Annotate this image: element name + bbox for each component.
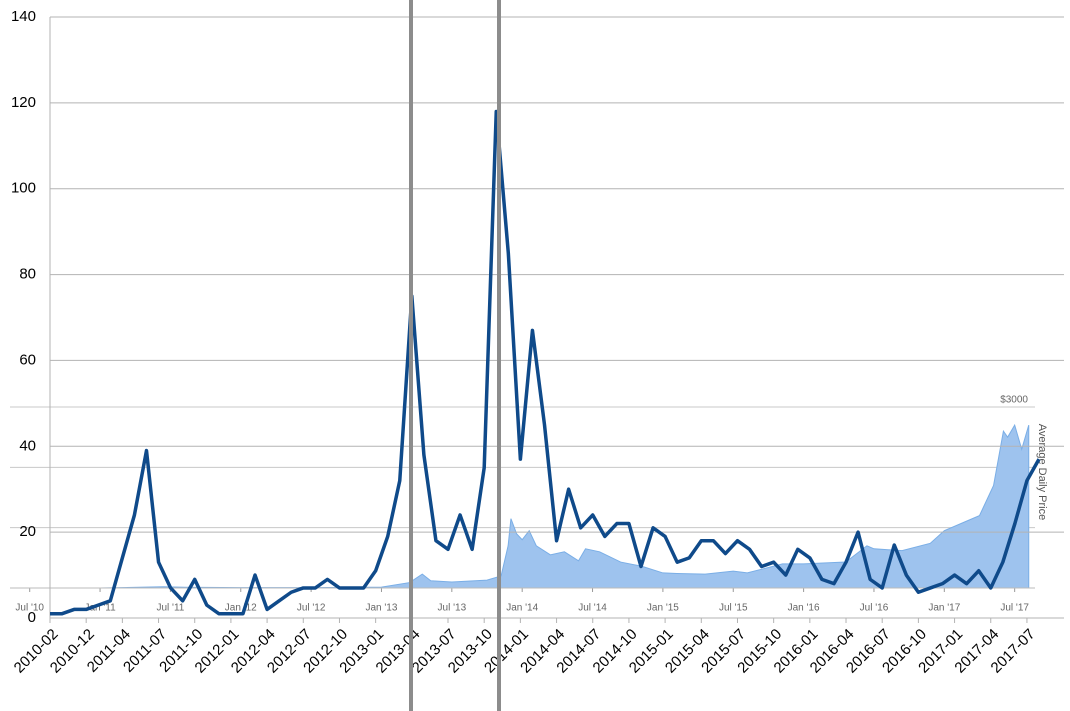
y-tick-label: 40 <box>19 437 36 454</box>
y-tick-label: 20 <box>19 523 36 540</box>
x2-tick-label: Jul '11 <box>156 603 184 614</box>
price-area <box>29 423 1030 589</box>
x2-tick-label: Jan '16 <box>788 603 820 614</box>
y-tick-label: 100 <box>11 180 36 197</box>
series-line <box>50 109 1041 616</box>
x2-tick-label: Jul '15 <box>719 603 748 614</box>
y-tick-label: 60 <box>19 351 36 368</box>
x2-tick-label: Jul '12 <box>297 603 326 614</box>
x2-tick-label: Jul '10 <box>15 603 44 614</box>
x2-tick-label: Jan '11 <box>84 603 116 614</box>
x2-tick-label: Jul '13 <box>438 603 467 614</box>
y2-tick-label: $3000 <box>1000 395 1028 406</box>
y-tick-label: 140 <box>11 8 36 25</box>
x2-tick-label: Jul '14 <box>578 603 607 614</box>
x2-tick-label: Jul '16 <box>860 603 889 614</box>
y-tick-label: 80 <box>19 266 36 283</box>
x2-tick-label: Jan '15 <box>647 603 679 614</box>
x2-tick-label: Jan '13 <box>366 603 398 614</box>
x2-tick-label: Jan '17 <box>928 603 960 614</box>
y2-axis-label: Average Daily Price <box>1036 424 1048 520</box>
x2-tick-label: Jul '17 <box>1000 603 1029 614</box>
x2-tick-label: Jan '12 <box>225 603 257 614</box>
y-tick-label: 0 <box>28 609 36 626</box>
x2-tick-label: Jan '14 <box>506 603 538 614</box>
y-tick-label: 120 <box>11 94 36 111</box>
